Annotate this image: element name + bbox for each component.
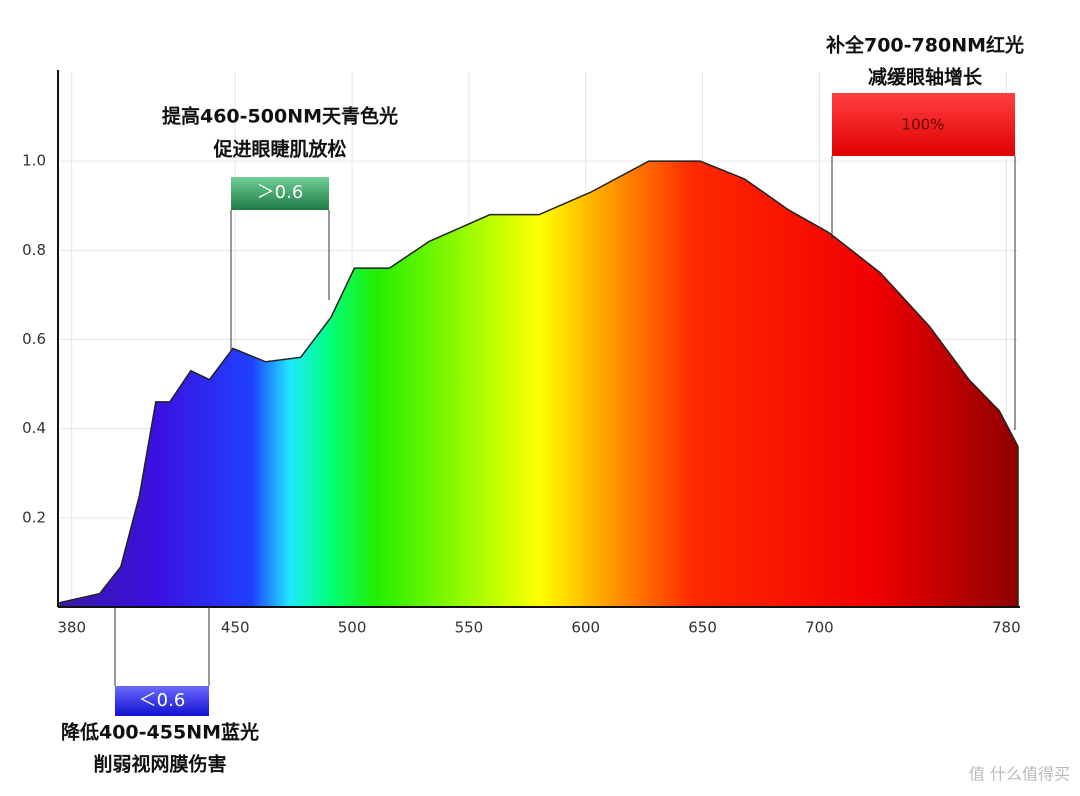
spectrum-area: [59, 160, 1019, 608]
watermark: 值 什么值得买: [969, 765, 1070, 784]
y-tick-label: 0.6: [22, 330, 46, 348]
annotation: 促进眼睫肌放松: [212, 138, 346, 161]
annotation: 减缓眼轴增长: [868, 66, 983, 89]
x-tick-label: 600: [571, 619, 600, 637]
y-tick-label: 0.2: [22, 508, 46, 526]
x-tick-label: 700: [805, 619, 834, 637]
x-tick-label: 380: [57, 619, 86, 637]
badge: [231, 177, 329, 210]
x-tick-label: 650: [688, 619, 717, 637]
annotation: 补全700-780NM红光: [826, 34, 1024, 57]
y-tick-label: 0.4: [22, 419, 46, 437]
y-tick-label: 0.8: [22, 241, 46, 259]
bracket: [831, 156, 1016, 430]
badge-label: 100%: [902, 116, 945, 134]
x-tick-label: 450: [221, 619, 250, 637]
bracket: [114, 607, 210, 686]
badge: [115, 686, 209, 716]
bracket: [230, 210, 330, 352]
x-tick-label: 550: [455, 619, 484, 637]
annotation: 提高460-500NM天青色光: [162, 105, 398, 128]
y-tick-label: 1.0: [22, 152, 46, 170]
badge-label: ＞0.6: [257, 182, 304, 203]
annotation: 降低400-455NM蓝光: [61, 721, 259, 744]
annotation: 削弱视网膜伤害: [93, 753, 226, 776]
x-tick-label: 780: [992, 619, 1021, 637]
badge-label: ＜0.6: [139, 690, 186, 711]
badge: [832, 93, 1015, 156]
x-tick-label: 500: [338, 619, 367, 637]
